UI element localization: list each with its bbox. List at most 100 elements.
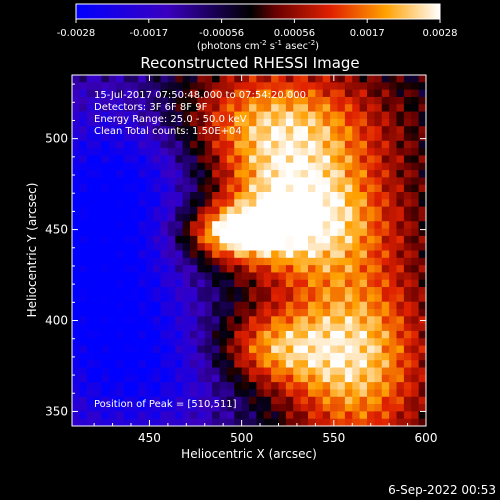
- heatmap-cell: [219, 287, 228, 295]
- heatmap-cell: [182, 330, 191, 339]
- heatmap-cell: [300, 418, 309, 427]
- heatmap-cell: [389, 411, 397, 420]
- heatmap-cell: [308, 170, 316, 178]
- heatmap-cell: [344, 148, 353, 156]
- heatmap-cell: [153, 104, 161, 112]
- heatmap-cell: [101, 287, 110, 295]
- heatmap-cell: [352, 316, 361, 325]
- heatmap-cell: [116, 301, 125, 310]
- heatmap-cell: [352, 177, 361, 186]
- heatmap-cell: [396, 104, 405, 112]
- heatmap-cell: [212, 199, 220, 208]
- heatmap-cell: [190, 96, 198, 105]
- heatmap-cell: [219, 272, 228, 281]
- heatmap-cell: [219, 199, 228, 208]
- heatmap-cell: [337, 272, 346, 281]
- heatmap-cell: [344, 257, 353, 266]
- heatmap-cell: [337, 177, 346, 186]
- heatmap-cell: [182, 396, 191, 405]
- heatmap-cell: [145, 228, 154, 237]
- heatmap-cell: [138, 177, 147, 186]
- heatmap-cell: [108, 323, 117, 332]
- heatmap-cell: [359, 199, 368, 208]
- heatmap-cell: [374, 213, 383, 222]
- heatmap-cell: [374, 367, 383, 376]
- heatmap-cell: [138, 235, 147, 244]
- heatmap-cell: [226, 309, 235, 317]
- heatmap-cell: [263, 243, 272, 251]
- heatmap-cell: [94, 75, 102, 83]
- heatmap-cell: [352, 118, 361, 127]
- heatmap-cell: [145, 323, 154, 332]
- heatmap-cell: [153, 213, 161, 222]
- heatmap-cell: [374, 389, 383, 398]
- heatmap-cell: [322, 155, 331, 164]
- heatmap-cell: [190, 301, 198, 310]
- heatmap-cell: [94, 279, 102, 288]
- heatmap-cell: [359, 235, 368, 244]
- heatmap-cell: [131, 265, 139, 273]
- heatmap-cell: [72, 330, 80, 339]
- heatmap-cell: [271, 301, 279, 310]
- heatmap-cell: [197, 272, 206, 281]
- heatmap-cell: [403, 338, 412, 346]
- heatmap-cell: [72, 272, 80, 281]
- heatmap-cell: [131, 257, 139, 266]
- heatmap-cell: [308, 316, 316, 325]
- heatmap-cell: [241, 374, 250, 383]
- heatmap-cell: [123, 199, 132, 208]
- heatmap-cell: [352, 257, 361, 266]
- heatmap-cell: [256, 360, 265, 368]
- heatmap-cell: [271, 213, 279, 222]
- heatmap-cell: [72, 265, 80, 273]
- heatmap-cell: [108, 177, 117, 186]
- heatmap-cell: [381, 177, 390, 186]
- heatmap-cell: [153, 133, 161, 142]
- heatmap-cell: [138, 411, 147, 420]
- heatmap-cell: [367, 111, 375, 120]
- heatmap-cell: [131, 148, 139, 156]
- heatmap-cell: [396, 126, 405, 134]
- heatmap-cell: [160, 111, 169, 120]
- heatmap-cell: [131, 133, 139, 142]
- heatmap-cell: [197, 148, 206, 156]
- heatmap-cell: [403, 272, 412, 281]
- heatmap-cell: [241, 133, 250, 142]
- heatmap-cell: [123, 75, 132, 83]
- heatmap-cell: [94, 272, 102, 281]
- heatmap-cell: [116, 396, 125, 405]
- heatmap-cell: [219, 177, 228, 186]
- heatmap-cell: [330, 389, 338, 398]
- heatmap-cell: [374, 206, 383, 215]
- heatmap-cell: [249, 199, 257, 208]
- heatmap-cell: [389, 396, 397, 405]
- heatmap-cell: [381, 323, 390, 332]
- heatmap-cell: [396, 133, 405, 142]
- heatmap-cell: [322, 301, 331, 310]
- heatmap-cell: [381, 126, 390, 134]
- heatmap-cell: [219, 250, 228, 259]
- heatmap-cell: [300, 250, 309, 259]
- heatmap-cell: [72, 287, 80, 295]
- heatmap-cell: [175, 126, 184, 134]
- heatmap-cell: [116, 213, 125, 222]
- heatmap-cell: [403, 345, 412, 354]
- heatmap-cell: [79, 389, 88, 398]
- heatmap-cell: [108, 213, 117, 222]
- heatmap-cell: [337, 396, 346, 405]
- heatmap-cell: [285, 213, 294, 222]
- heatmap-cell: [344, 367, 353, 376]
- heatmap-cell: [131, 352, 139, 361]
- heatmap-cell: [226, 396, 235, 405]
- heatmap-cell: [182, 177, 191, 186]
- heatmap-cell: [131, 228, 139, 237]
- heatmap-cell: [131, 330, 139, 339]
- heatmap-cell: [285, 309, 294, 317]
- heatmap-cell: [153, 89, 161, 98]
- heatmap-cell: [131, 382, 139, 390]
- heatmap-cell: [374, 140, 383, 149]
- heatmap-cell: [278, 155, 287, 164]
- heatmap-cell: [226, 374, 235, 383]
- heatmap-cell: [359, 257, 368, 266]
- heatmap-cell: [182, 287, 191, 295]
